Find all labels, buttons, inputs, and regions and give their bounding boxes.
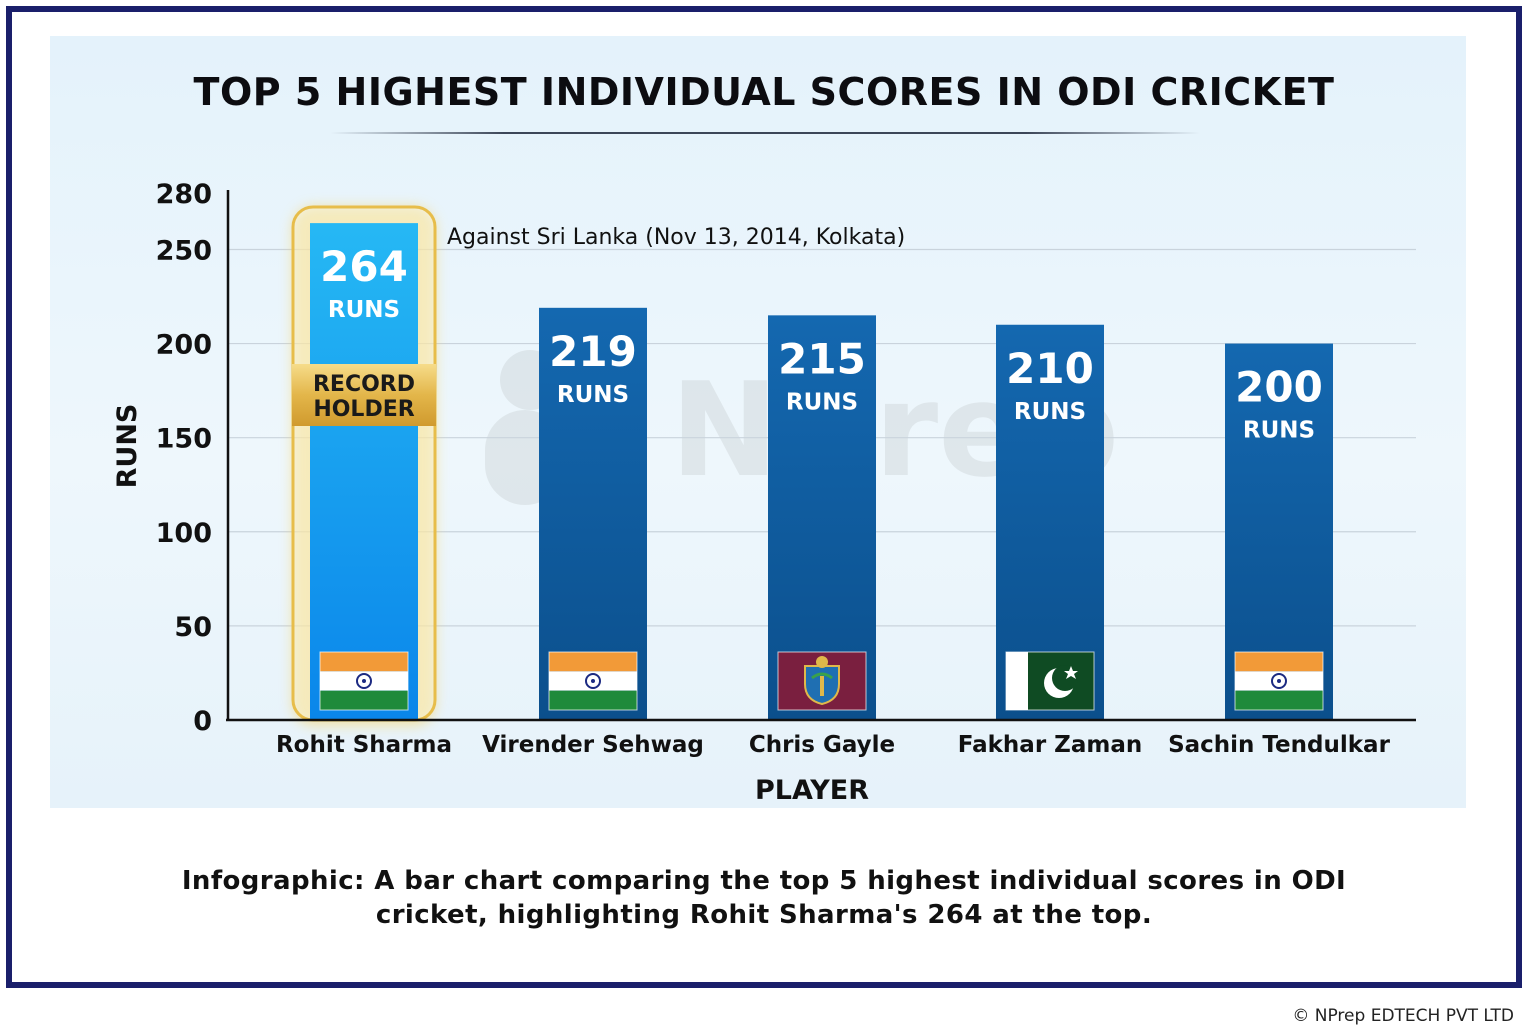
bar-group: 200 RUNS xyxy=(1225,343,1333,720)
y-tick-label: 150 xyxy=(156,424,212,455)
y-tick-label: 200 xyxy=(156,330,212,361)
bar-value-label: 200 xyxy=(1235,363,1323,412)
y-axis-label: RUNS xyxy=(112,404,143,489)
title-underline xyxy=(330,132,1200,134)
x-tick-label: Sachin Tendulkar xyxy=(1168,732,1391,758)
y-tick-label: 100 xyxy=(156,518,212,549)
y-tick-label: 280 xyxy=(156,179,212,210)
x-axis-label: PLAYER xyxy=(755,775,869,806)
y-tick-label: 0 xyxy=(193,706,212,737)
record-annotation: Against Sri Lanka (Nov 13, 2014, Kolkata… xyxy=(447,225,905,250)
bar xyxy=(310,223,418,720)
india-flag-icon xyxy=(319,651,409,711)
x-axis-ticks: Rohit Sharma Virender Sehwag Chris Gayle Fa… xyxy=(276,732,1391,758)
y-tick-label: 50 xyxy=(174,612,212,643)
bar-unit-label: RUNS xyxy=(1243,418,1315,444)
bar-group: 210 RUNS xyxy=(996,324,1104,720)
bar-unit-label: RUNS xyxy=(557,382,629,408)
bar-group: 215 RUNS xyxy=(768,315,876,720)
bar-value-label: 215 xyxy=(778,334,866,383)
india-flag-icon xyxy=(548,651,638,711)
bar-unit-label: RUNS xyxy=(786,389,858,415)
copyright-text: © NPrep EDTECH PVT LTD xyxy=(1292,1006,1514,1026)
axes xyxy=(226,190,1416,722)
caption-line-2: cricket, highlighting Rohit Sharma's 264… xyxy=(375,900,1153,930)
bar-value-label: 219 xyxy=(549,327,637,376)
x-tick-label: Virender Sehwag xyxy=(482,732,704,758)
x-tick-label: Chris Gayle xyxy=(749,732,895,758)
bar-unit-label: RUNS xyxy=(328,297,400,323)
bar-value-label: 264 xyxy=(320,242,408,291)
bar-unit-label: RUNS xyxy=(1014,399,1086,425)
west-indies-flag-icon xyxy=(777,651,867,711)
record-holder-badge xyxy=(292,364,436,426)
x-tick-label: Fakhar Zaman xyxy=(958,732,1142,758)
chart-title: TOP 5 HIGHEST INDIVIDUAL SCORES IN ODI C… xyxy=(193,70,1335,114)
bar-group: 219 RUNS xyxy=(539,307,647,720)
y-tick-label: 250 xyxy=(156,235,212,266)
record-badge-line-1: RECORD xyxy=(313,372,415,397)
caption-line-1: Infographic: A bar chart comparing the t… xyxy=(181,866,1347,896)
x-tick-label: Rohit Sharma xyxy=(276,732,452,758)
y-axis-ticks: 0 50 100 150 200 250 280 xyxy=(156,179,212,737)
record-badge-line-2: HOLDER xyxy=(313,397,414,422)
bar xyxy=(539,307,647,720)
india-flag-icon xyxy=(1234,651,1324,711)
pakistan-flag-icon xyxy=(1005,651,1095,711)
figure-caption: Infographic: A bar chart comparing the t… xyxy=(0,864,1528,932)
bar-value-label: 210 xyxy=(1006,344,1094,393)
